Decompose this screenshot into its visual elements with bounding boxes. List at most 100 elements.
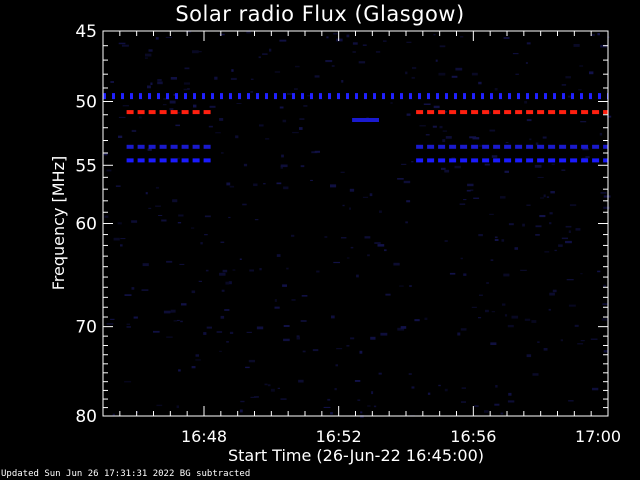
heatmap-cell bbox=[350, 337, 355, 340]
heatmap-cell bbox=[104, 215, 109, 218]
emission-dash bbox=[559, 158, 567, 163]
heatmap-cell bbox=[549, 292, 555, 296]
heatmap-cell bbox=[397, 178, 404, 180]
heatmap-cell bbox=[216, 331, 223, 333]
heatmap-cell bbox=[585, 156, 590, 159]
emission-dash bbox=[400, 93, 403, 100]
heatmap-cell bbox=[208, 125, 213, 128]
emission-dash bbox=[449, 158, 457, 163]
emission-dash bbox=[126, 110, 134, 115]
emission-dash bbox=[499, 93, 502, 100]
heatmap-cell bbox=[300, 320, 307, 322]
heatmap-cell bbox=[359, 350, 363, 354]
heatmap-cell bbox=[175, 112, 181, 114]
heatmap-cell bbox=[529, 138, 532, 141]
heatmap-cell bbox=[531, 320, 537, 323]
heatmap-cell bbox=[592, 387, 599, 391]
emission-dash bbox=[181, 144, 189, 149]
heatmap-cell bbox=[170, 309, 176, 313]
heatmap-cell bbox=[220, 241, 225, 243]
heatmap-cell bbox=[142, 263, 149, 267]
heatmap-cell bbox=[335, 364, 338, 367]
heatmap-cell bbox=[550, 191, 555, 194]
heatmap-cell bbox=[246, 31, 251, 34]
heatmap-cell bbox=[409, 285, 412, 287]
heatmap-cell bbox=[405, 221, 408, 224]
heatmap-cell bbox=[269, 48, 272, 52]
emission-dash bbox=[471, 158, 479, 163]
heatmap-cell bbox=[342, 204, 345, 207]
heatmap-cell bbox=[551, 163, 555, 166]
emission-dash bbox=[592, 110, 600, 115]
emission-dash bbox=[515, 144, 523, 149]
heatmap-cell bbox=[469, 136, 477, 139]
heatmap-cell bbox=[103, 152, 108, 156]
emission-dash bbox=[427, 158, 435, 163]
heatmap-cell bbox=[597, 270, 601, 273]
emission-dash bbox=[328, 93, 331, 100]
heatmap-cell bbox=[565, 225, 572, 228]
heatmap-cell bbox=[184, 67, 190, 70]
heatmap-cell bbox=[568, 230, 571, 233]
heatmap-cell bbox=[367, 254, 370, 257]
heatmap-cell bbox=[508, 223, 514, 226]
emission-dash bbox=[526, 93, 529, 100]
emission-dash bbox=[504, 158, 512, 163]
heatmap-cell bbox=[455, 67, 463, 71]
heatmap-cell bbox=[473, 197, 480, 199]
heatmap-cell bbox=[239, 258, 242, 260]
heatmap-cell bbox=[390, 102, 393, 104]
heatmap-cell bbox=[589, 71, 594, 75]
heatmap-cell bbox=[484, 410, 489, 413]
emission-dash bbox=[148, 158, 156, 163]
heatmap-cell bbox=[133, 316, 138, 319]
heatmap-cell bbox=[371, 391, 374, 395]
heatmap-cell bbox=[219, 118, 224, 121]
emission-dash bbox=[482, 144, 490, 149]
heatmap-cell bbox=[405, 71, 408, 75]
heatmap-cell bbox=[514, 247, 518, 250]
heatmap-cell bbox=[546, 196, 550, 198]
update-status: Updated Sun Jun 26 17:31:31 2022 BG subt… bbox=[1, 469, 251, 479]
emission-dash bbox=[274, 93, 277, 100]
heatmap-cell bbox=[411, 76, 415, 79]
emission-dash bbox=[504, 110, 512, 115]
heatmap-cell bbox=[432, 125, 437, 128]
heatmap-cell bbox=[155, 37, 159, 40]
emission-patch bbox=[352, 118, 379, 122]
chart-title: Solar radio Flux (Glasgow) bbox=[175, 2, 465, 26]
heatmap-cell bbox=[580, 340, 585, 342]
heatmap-cell bbox=[470, 189, 474, 192]
heatmap-cell bbox=[478, 81, 482, 85]
emission-dash bbox=[319, 93, 322, 100]
emission-dash bbox=[229, 93, 232, 100]
emission-dash bbox=[202, 93, 205, 100]
emission-dash bbox=[548, 158, 556, 163]
emission-dash bbox=[159, 110, 167, 115]
x-tick-label: 16:56 bbox=[450, 427, 496, 446]
heatmap-cell bbox=[302, 350, 306, 353]
heatmap-cell bbox=[444, 388, 448, 392]
heatmap-cell bbox=[438, 72, 446, 76]
heatmap-cell bbox=[340, 171, 345, 173]
emission-dash bbox=[517, 93, 520, 100]
heatmap-cell bbox=[501, 239, 505, 242]
heatmap-cell bbox=[256, 326, 264, 330]
heatmap-cell bbox=[578, 89, 582, 91]
heatmap-cell bbox=[274, 299, 277, 302]
heatmap-cell bbox=[126, 326, 131, 328]
heatmap-cell bbox=[535, 142, 539, 146]
heatmap-cell bbox=[115, 185, 121, 187]
emission-dash bbox=[493, 158, 501, 163]
heatmap-cell bbox=[177, 157, 180, 160]
heatmap-cell bbox=[110, 81, 114, 83]
emission-dash bbox=[559, 110, 567, 115]
emission-dash bbox=[170, 158, 178, 163]
heatmap-cell bbox=[280, 164, 288, 168]
heatmap-cell bbox=[485, 309, 489, 313]
heatmap-cell bbox=[444, 240, 448, 242]
heatmap-cell bbox=[175, 124, 180, 127]
heatmap-cell bbox=[539, 215, 546, 218]
heatmap-cell bbox=[504, 170, 509, 173]
